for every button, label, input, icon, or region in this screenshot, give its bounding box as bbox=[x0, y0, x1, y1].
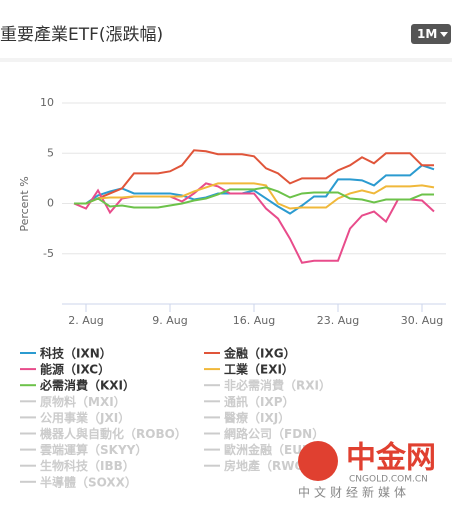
x-tick-label: 2. Aug bbox=[68, 314, 103, 327]
dropdown-arrow bbox=[440, 32, 448, 37]
y-tick-label: 10 bbox=[40, 96, 54, 109]
y-axis-label: Percent % bbox=[18, 176, 31, 231]
range-button[interactable] bbox=[411, 24, 451, 44]
y-tick-label: 0 bbox=[47, 197, 54, 210]
legend-item[interactable]: 科技（IXN） bbox=[40, 346, 112, 361]
x-tick-label: 23. Aug bbox=[317, 314, 359, 327]
range-button-label[interactable]: 1M bbox=[417, 27, 437, 41]
x-tick-label: 9. Aug bbox=[152, 314, 187, 327]
watermark-brand: 中金网 bbox=[346, 441, 436, 476]
watermark-logo bbox=[298, 441, 338, 481]
legend-item[interactable]: 雲端運算（SKYY） bbox=[40, 442, 147, 457]
watermark: 中金网 CNGOLD.COM.CN 中文财经新媒体 bbox=[298, 441, 436, 500]
y-tick-label: -5 bbox=[43, 247, 54, 260]
watermark-slogan: 中文财经新媒体 bbox=[298, 485, 410, 500]
legend-item[interactable]: 必需消費（KXI） bbox=[39, 378, 135, 393]
legend-item[interactable]: 非必需消費（RXI） bbox=[224, 378, 331, 393]
x-tick-label: 16. Aug bbox=[233, 314, 275, 327]
series-line bbox=[74, 164, 435, 215]
series-line bbox=[74, 182, 435, 210]
legend-item[interactable]: 生物科技（IBB） bbox=[40, 458, 135, 473]
series-line bbox=[74, 186, 434, 209]
header-bg bbox=[0, 0, 452, 58]
legend-item[interactable]: 網路公司（FDN） bbox=[224, 426, 324, 441]
legend-item[interactable]: 工業（EXI） bbox=[224, 362, 294, 377]
legend-item[interactable]: 原物料（MXI） bbox=[40, 394, 126, 409]
watermark-site: CNGOLD.COM.CN bbox=[349, 475, 428, 485]
legend-item[interactable]: 通訊（IXP） bbox=[224, 394, 295, 409]
legend-item[interactable]: 醫療（IXJ） bbox=[224, 410, 290, 425]
y-tick-label: 5 bbox=[47, 146, 54, 159]
legend-item[interactable]: 公用事業（JXI） bbox=[40, 410, 130, 425]
legend-item[interactable]: 能源（IXC） bbox=[40, 362, 110, 377]
legend-item[interactable]: 金融（IXG） bbox=[223, 346, 296, 361]
chart-title: 重要產業ETF(漲跌幅) bbox=[0, 25, 163, 45]
legend-item[interactable]: 機器人與自動化（ROBO） bbox=[40, 426, 187, 441]
series-line bbox=[74, 149, 434, 205]
plot-card bbox=[0, 62, 452, 511]
legend-item[interactable]: 房地產（RWO） bbox=[224, 458, 317, 473]
x-tick-label: 30. Aug bbox=[401, 314, 443, 327]
legend-item[interactable]: 半導體（SOXX） bbox=[40, 474, 137, 489]
